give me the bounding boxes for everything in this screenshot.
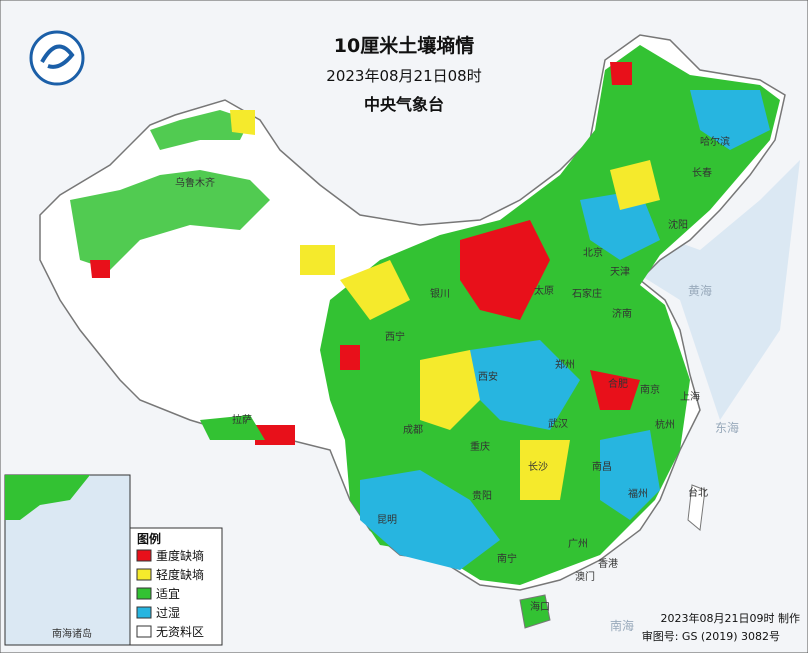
legend-swatch — [136, 606, 152, 619]
legend-swatch — [136, 587, 152, 600]
footer-approval: 审图号: GS (2019) 3082号 — [642, 629, 780, 643]
city-label: 海口 — [530, 600, 550, 613]
title: 10厘米土壤墒情 — [334, 34, 474, 57]
inset: 南海诸岛 — [4, 474, 131, 646]
city-label: 广州 — [568, 538, 588, 550]
city-label: 西宁 — [385, 330, 405, 343]
city-label: 台北 — [688, 486, 708, 499]
city-label: 澳门 — [575, 570, 595, 583]
city-label: 南宁 — [497, 552, 517, 565]
city-label: 拉萨 — [232, 413, 252, 426]
city-label: 杭州 — [655, 418, 675, 431]
logo — [29, 30, 85, 86]
city-label: 长沙 — [528, 461, 548, 473]
city-label: 乌鲁木齐 — [175, 176, 215, 189]
agency: 中央气象台 — [364, 95, 444, 114]
city-label: 重庆 — [470, 440, 490, 453]
legend-label: 适宜 — [156, 586, 180, 601]
legend-label: 无资料区 — [156, 625, 204, 639]
city-labels: 乌鲁木齐 拉萨 西宁 银川 西安 成都 重庆 昆明 贵阳 南宁 广州 香港 澳门… — [175, 135, 739, 633]
city-label: 福州 — [628, 487, 648, 500]
legend-label: 轻度缺墒 — [156, 567, 204, 582]
city-label: 武汉 — [548, 417, 568, 430]
inset-label: 南海诸岛 — [52, 627, 92, 640]
legend-swatch — [136, 568, 152, 581]
city-label: 南昌 — [592, 460, 612, 473]
china-map — [39, 34, 786, 629]
legend-label: 重度缺墒 — [156, 548, 204, 563]
legend-swatch — [136, 625, 152, 638]
city-label: 西安 — [478, 370, 498, 383]
city-label: 哈尔滨 — [700, 135, 730, 148]
time: 2023年08月21日08时 — [326, 67, 481, 85]
city-label: 石家庄 — [572, 287, 602, 300]
city-label: 上海 — [680, 390, 700, 403]
city-label: 昆明 — [377, 514, 397, 526]
legend-title: 图例 — [137, 531, 161, 546]
footer-made: 2023年08月21日09时 制作 — [661, 611, 800, 625]
city-label: 南京 — [640, 383, 660, 396]
sea-label: 黄海 — [688, 283, 712, 298]
city-label: 郑州 — [555, 358, 575, 371]
sea-label: 东海 — [715, 420, 739, 435]
city-label: 长春 — [692, 167, 712, 179]
city-label: 北京 — [583, 246, 603, 259]
legend-swatch — [136, 549, 152, 562]
city-label: 济南 — [612, 307, 632, 320]
city-label: 合肥 — [608, 377, 628, 390]
city-label: 成都 — [403, 424, 423, 436]
legend-label: 过湿 — [156, 605, 180, 620]
city-label: 天津 — [610, 266, 630, 278]
city-label: 太原 — [534, 284, 554, 297]
city-label: 沈阳 — [668, 218, 688, 231]
city-label: 贵阳 — [472, 489, 492, 502]
city-label: 香港 — [598, 558, 618, 570]
city-label: 银川 — [430, 287, 450, 300]
sea-label: 南海 — [610, 618, 634, 633]
